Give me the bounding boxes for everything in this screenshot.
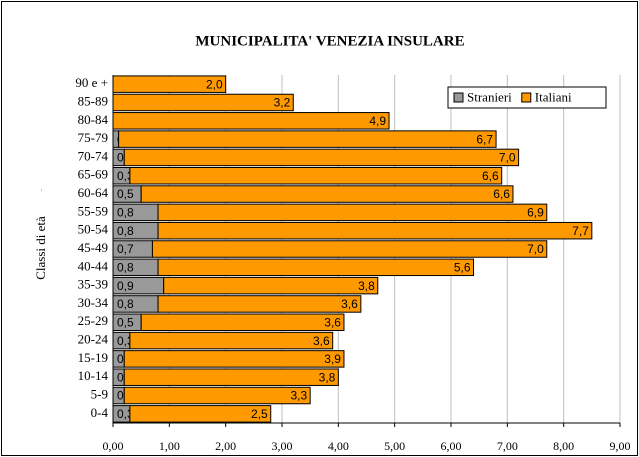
- legend-swatch: [521, 92, 532, 103]
- x-tick-label: 8,00: [553, 439, 574, 453]
- bar-segment: [140, 313, 345, 332]
- y-tick-label: 80-84: [78, 112, 109, 127]
- bar-segment: [129, 331, 334, 350]
- data-label: 0,8: [117, 206, 134, 220]
- data-label: 0,8: [117, 224, 134, 238]
- x-tick-label: 6,00: [441, 439, 462, 453]
- y-tick-label: 50-54: [78, 222, 109, 237]
- data-label: 3,6: [313, 334, 330, 348]
- y-tick-label: 25-29: [78, 313, 108, 328]
- y-tick-label: 0-4: [91, 405, 109, 420]
- data-label: 3,8: [358, 279, 375, 293]
- data-label: 6,6: [482, 169, 499, 183]
- y-tick-label: 90 e +: [75, 75, 108, 90]
- y-tick-label: 45-49: [78, 240, 108, 255]
- bar-segment: [163, 276, 379, 295]
- y-tick-label: 5-9: [91, 387, 108, 402]
- y-tick-label: 85-89: [78, 93, 108, 108]
- chart-title: MUNICIPALITA' VENEZIA INSULARE: [195, 33, 464, 49]
- data-label: 6,7: [476, 132, 493, 146]
- y-axis-label: Classi di età: [33, 216, 48, 280]
- bar-segment: [157, 221, 593, 240]
- data-label: 3,9: [324, 352, 341, 366]
- bar-segment: [157, 295, 362, 313]
- bar-segment: [118, 130, 497, 148]
- bar-segment: [129, 405, 272, 423]
- bar-segment: [123, 350, 345, 368]
- y-tick-label: 55-59: [78, 203, 108, 218]
- bar-segment: [123, 148, 520, 167]
- bar-segment: [157, 203, 548, 222]
- y-tick-label: 20-24: [78, 332, 109, 347]
- data-label: 0,8: [117, 297, 134, 311]
- y-tick-label: 35-39: [78, 277, 108, 292]
- data-label: 6,9: [527, 206, 544, 220]
- data-label: 2,5: [251, 407, 268, 421]
- data-label: 0,9: [117, 279, 134, 293]
- y-tick-label: 70-74: [78, 148, 109, 163]
- bar-segment: [140, 185, 514, 203]
- x-tick-label: 5,00: [384, 439, 405, 453]
- y-tick-label: 40-44: [78, 258, 109, 273]
- data-label: 7,0: [499, 151, 516, 165]
- x-tick-label: 1,00: [159, 439, 180, 453]
- bar-segment: [123, 368, 339, 386]
- bar-segment: [112, 112, 390, 130]
- data-label: 0,5: [117, 187, 134, 201]
- data-label: 2,0: [206, 77, 223, 91]
- data-label: 7,0: [527, 242, 544, 256]
- x-tick-label: 3,00: [272, 439, 293, 453]
- bar-segment: [129, 166, 503, 185]
- y-tick-label: 60-64: [78, 185, 109, 200]
- data-label: 4,9: [369, 114, 386, 128]
- data-label: 6,6: [493, 187, 510, 201]
- data-label: 0,5: [117, 315, 134, 329]
- data-label: 3,8: [319, 370, 336, 384]
- y-tick-label: 65-69: [78, 167, 108, 182]
- bar-segment: [157, 258, 475, 277]
- legend-label: Stranieri: [467, 89, 512, 104]
- y-tick-label: 75-79: [78, 130, 108, 145]
- y-tick-label: 15-19: [78, 350, 108, 365]
- bar-segment: [151, 240, 548, 258]
- y-tick-label: 30-34: [78, 295, 109, 310]
- legend-swatch: [453, 92, 464, 103]
- data-label: 0,8: [117, 260, 134, 274]
- data-label: 3,2: [274, 96, 291, 110]
- data-label: 0,7: [117, 242, 134, 256]
- x-tick-label: 0,00: [103, 439, 124, 453]
- data-label: 3,6: [324, 315, 341, 329]
- bar-segment: [123, 386, 311, 405]
- data-label: 3,3: [290, 389, 307, 403]
- bar-segment: [112, 93, 294, 112]
- x-tick-label: 2,00: [215, 439, 236, 453]
- x-tick-label: 7,00: [497, 439, 518, 453]
- y-tick-label: 10-14: [78, 368, 109, 383]
- data-label: 5,6: [454, 260, 471, 274]
- data-label: 7,7: [572, 224, 589, 238]
- data-label: 3,6: [341, 297, 358, 311]
- x-tick-label: 4,00: [328, 439, 349, 453]
- x-tick-label: 9,00: [610, 439, 631, 453]
- legend-label: Italiani: [535, 89, 572, 104]
